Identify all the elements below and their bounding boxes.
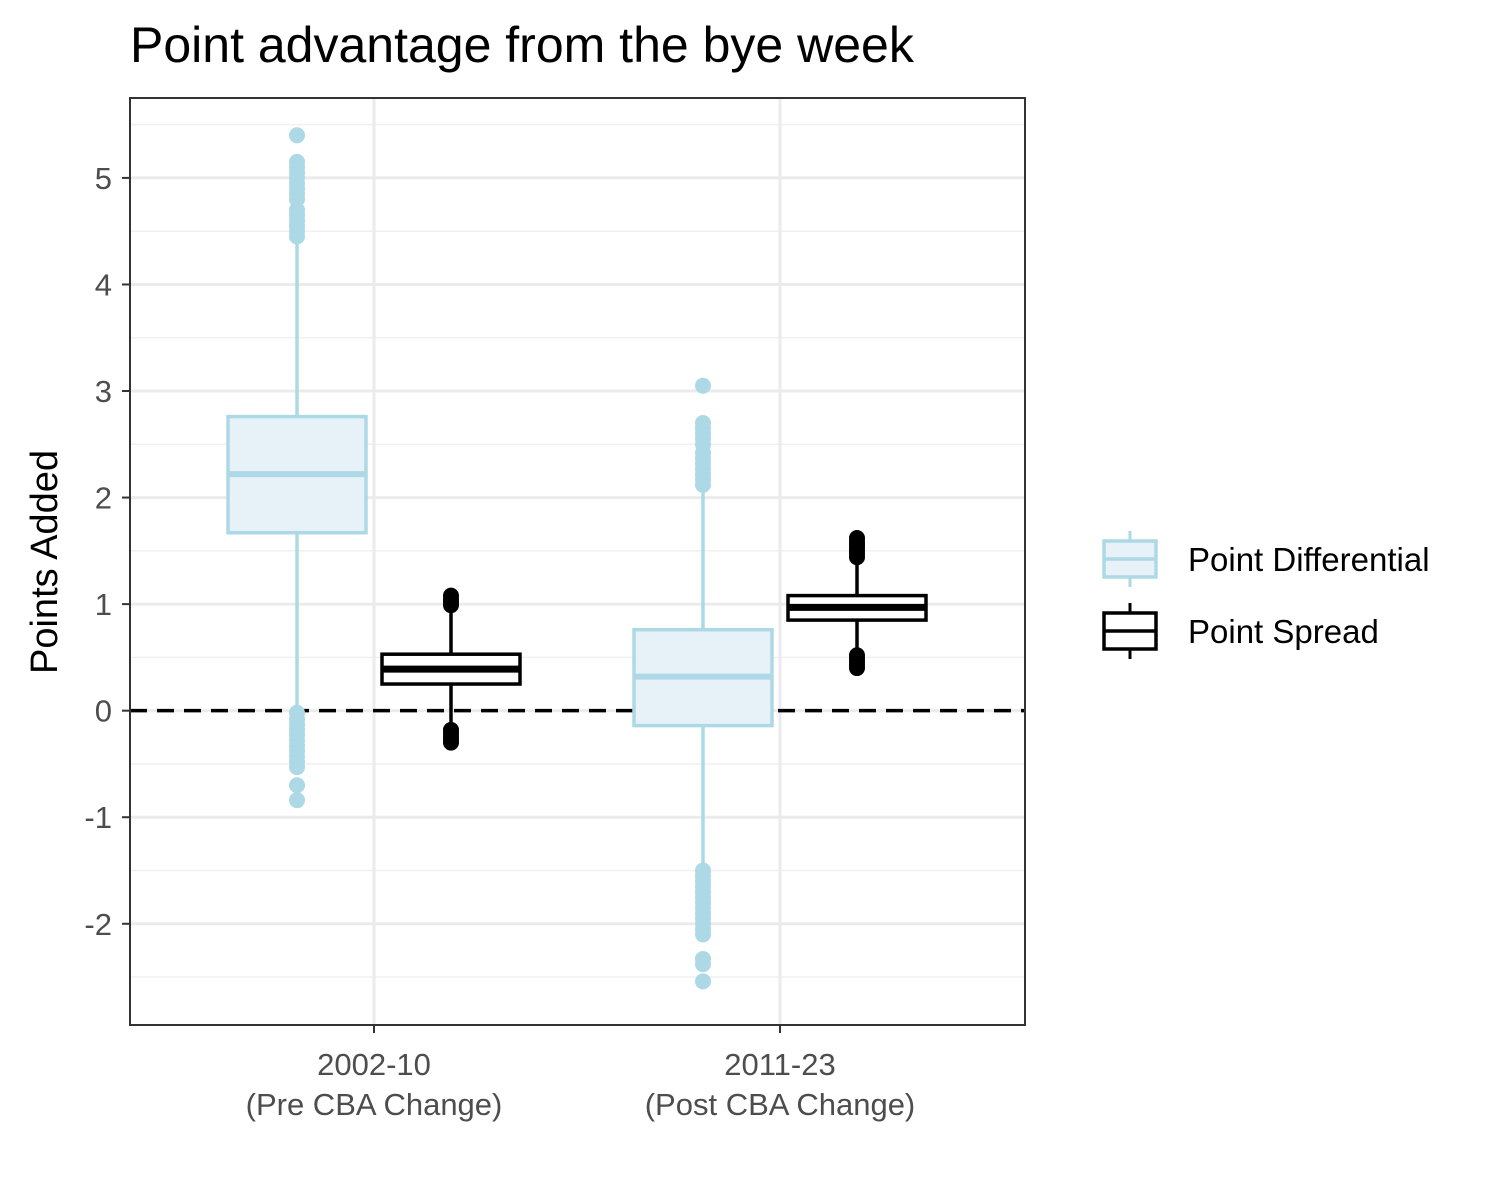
outlier-point (289, 777, 305, 794)
outlier-point (289, 759, 305, 776)
legend-label: Point Differential (1188, 541, 1430, 578)
outlier-point (289, 792, 305, 809)
chart-title: Point advantage from the bye week (130, 17, 915, 73)
y-tick-label: 0 (95, 694, 112, 729)
x-tick-sublabel: (Pre CBA Change) (246, 1087, 503, 1122)
y-tick-label: 2 (95, 481, 112, 516)
outlier-point (695, 926, 711, 943)
y-tick-label: 5 (95, 161, 112, 196)
outlier-point (849, 660, 865, 677)
box-0-0 (226, 127, 368, 809)
box-0-1 (632, 377, 774, 990)
y-tick-label: 4 (95, 267, 112, 302)
outlier-point (289, 127, 305, 144)
y-tick-label: -2 (84, 907, 112, 942)
y-tick-label: 1 (95, 587, 112, 622)
legend-item-1: Point Spread (1102, 603, 1379, 659)
outlier-point (443, 597, 459, 614)
box-1-0 (380, 587, 522, 751)
x-tick-label: 2002-10 (317, 1047, 431, 1082)
y-axis-title: Points Added (24, 450, 66, 674)
legend: Point Differential Point Spread (1102, 531, 1430, 659)
outlier-point (695, 476, 711, 493)
panel-background (130, 98, 1025, 1025)
legend-item-0: Point Differential (1102, 531, 1430, 587)
x-tick-label: 2011-23 (724, 1047, 835, 1082)
outlier-point (695, 956, 711, 973)
plot-area: -2 -1 0 1 2 3 4 5 2002-10 (Pre CBA Change) 2011-23… (84, 97, 1026, 1122)
panel-border (129, 97, 1026, 1026)
box-1-1 (786, 530, 928, 677)
legend-label: Point Spread (1188, 613, 1379, 650)
outlier-point (695, 973, 711, 990)
outlier-point (289, 228, 305, 245)
outlier-point (443, 734, 459, 751)
x-tick-sublabel: (Post CBA Change) (645, 1087, 916, 1122)
y-tick-label: 3 (95, 374, 112, 409)
outlier-point (695, 377, 711, 394)
y-tick-label: -1 (84, 800, 112, 835)
outlier-point (849, 549, 865, 566)
